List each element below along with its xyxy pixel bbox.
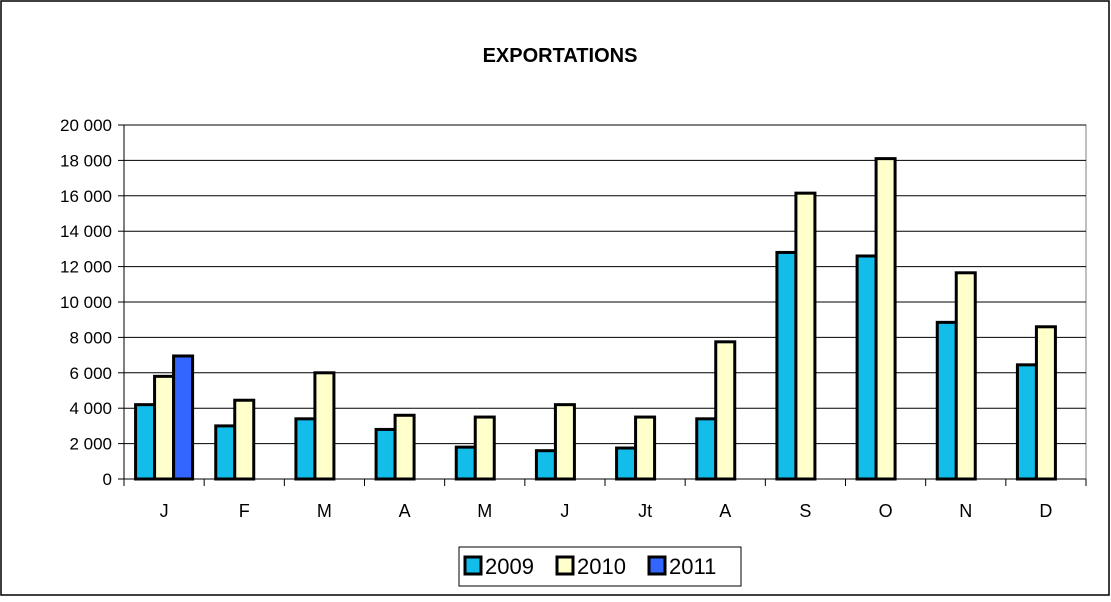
legend-swatch-2010 <box>555 555 575 576</box>
bar-2010-6 <box>634 415 657 481</box>
bar-2010-7 <box>714 340 737 481</box>
x-tick-label: Jt <box>638 501 652 521</box>
legend-label-2011: 2011 <box>669 554 716 579</box>
legend-box <box>458 546 742 587</box>
x-tick-label: M <box>477 501 492 521</box>
chart-title: EXPORTATIONS <box>483 45 638 67</box>
bars-layer <box>134 157 1057 481</box>
bar-2009-8 <box>775 250 798 481</box>
bar-2010-2 <box>313 371 336 481</box>
bar-2010-1 <box>233 398 256 481</box>
y-tick-label: 16 000 <box>60 187 112 206</box>
x-tick-label: M <box>317 501 332 521</box>
bar-2010-4 <box>473 415 496 481</box>
bar-2009-4 <box>454 445 477 481</box>
y-tick-label: 6 000 <box>69 364 112 383</box>
bar-2010-5 <box>553 403 576 481</box>
y-tick-label: 2 000 <box>69 435 112 454</box>
bar-2009-9 <box>855 254 878 481</box>
x-tick-label: S <box>799 501 811 521</box>
x-tick-label: J <box>160 501 169 521</box>
x-tick-label: D <box>1039 501 1052 521</box>
bar-2010-3 <box>393 413 416 481</box>
legend-label-2009: 2009 <box>485 554 534 579</box>
bar-2010-11 <box>1034 325 1057 481</box>
x-tick-label: N <box>959 501 972 521</box>
bar-2009-2 <box>294 417 317 481</box>
x-tick-label: A <box>399 501 411 521</box>
bar-2010-10 <box>954 271 977 481</box>
bar-2009-6 <box>615 446 638 481</box>
grid-layer <box>123 124 1087 480</box>
legend-swatch-2009 <box>463 555 483 576</box>
y-tick-label: 8 000 <box>69 328 112 347</box>
legend-swatch-2011 <box>647 555 667 576</box>
x-tick-label: F <box>239 501 250 521</box>
y-tick-label: 14 000 <box>60 222 112 241</box>
bar-2009-5 <box>534 449 557 481</box>
x-tick-label: A <box>719 501 731 521</box>
bar-2011-0 <box>172 354 195 481</box>
bar-2010-9 <box>874 157 897 481</box>
y-tick-label: 12 000 <box>60 258 112 277</box>
bar-2010-8 <box>794 191 817 481</box>
x-tick-label: O <box>879 501 893 521</box>
axes-layer: 0 2 000 4 000 6 000 8 000 10 000 12 000 14 000 1… <box>60 116 1087 521</box>
y-tick-label: 4 000 <box>69 399 112 418</box>
x-tick-label: J <box>560 501 569 521</box>
y-tick-label: 18 000 <box>60 151 112 170</box>
y-tick-label: 10 000 <box>60 293 112 312</box>
bar-2009-3 <box>374 427 397 481</box>
bar-2009-11 <box>1015 363 1038 481</box>
bar-2009-1 <box>214 424 237 481</box>
legend-label-2010: 2010 <box>577 554 626 579</box>
y-tick-label: 0 <box>103 470 112 489</box>
bar-2009-0 <box>134 403 157 481</box>
legend: 2009 2010 2011 <box>458 546 742 587</box>
y-tick-label: 20 000 <box>60 116 112 135</box>
bar-2010-0 <box>153 374 176 481</box>
bar-2009-10 <box>935 320 958 481</box>
bar-2009-7 <box>695 417 718 481</box>
